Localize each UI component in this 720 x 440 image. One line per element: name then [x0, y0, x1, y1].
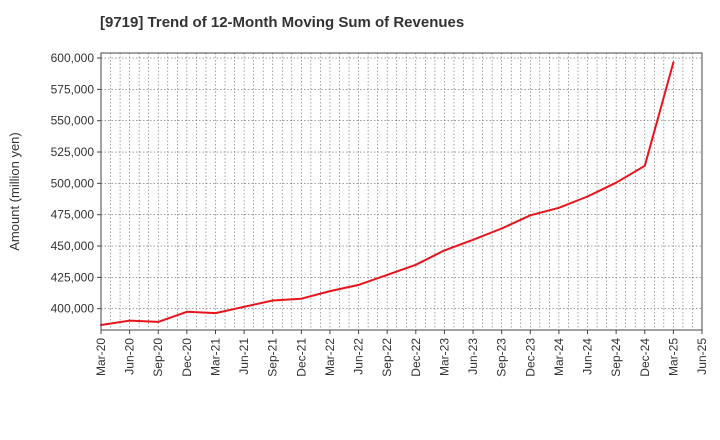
x-tick-label: Jun-25 [695, 338, 709, 375]
data-point [357, 283, 360, 286]
data-point [472, 238, 475, 241]
data-point [243, 305, 246, 308]
x-tick-label: Sep-21 [266, 338, 280, 377]
data-point [157, 320, 160, 323]
x-tick-label: Sep-22 [380, 338, 394, 377]
grid-lines [100, 53, 703, 330]
data-point [557, 206, 560, 209]
data-point [443, 249, 446, 252]
x-tick-label: Mar-21 [208, 338, 222, 376]
x-tick-label: Sep-20 [151, 338, 165, 377]
y-tick-label: 450,000 [51, 239, 95, 253]
data-point [328, 290, 331, 293]
x-tick-label: Jun-21 [237, 338, 251, 375]
x-tick-label: Dec-23 [523, 338, 537, 377]
x-tick-label: Dec-21 [294, 338, 308, 377]
x-tick-label: Mar-24 [552, 338, 566, 376]
x-axis-ticks: Mar-20 Jun-20 Sep-20 Dec-20 Mar-21 Jun-21 Sep-… [94, 330, 709, 377]
y-tick-label: 400,000 [51, 302, 95, 316]
data-point [643, 164, 646, 167]
x-tick-label: Dec-20 [180, 338, 194, 377]
data-point [586, 195, 589, 198]
x-tick-label: Dec-24 [638, 338, 652, 377]
data-point [672, 61, 675, 64]
x-tick-label: Jun-20 [123, 338, 137, 375]
y-axis-title: Amount (million yen) [7, 132, 22, 251]
x-tick-label: Sep-23 [495, 338, 509, 377]
data-point [529, 214, 532, 217]
y-tick-label: 575,000 [51, 82, 95, 96]
data-point [185, 310, 188, 313]
x-tick-label: Jun-24 [581, 338, 595, 375]
x-tick-label: Sep-24 [609, 338, 623, 377]
chart-title: [9719] Trend of 12-Month Moving Sum of R… [100, 14, 465, 31]
y-axis-ticks: 400,000 425,000 450,000 475,000 500,000 525,0… [51, 51, 101, 316]
data-point [386, 273, 389, 276]
y-tick-label: 525,000 [51, 145, 95, 159]
data-point [271, 299, 274, 302]
x-tick-label: Mar-25 [666, 338, 680, 376]
y-tick-label: 475,000 [51, 208, 95, 222]
data-point [615, 181, 618, 184]
y-tick-label: 600,000 [51, 51, 95, 65]
y-tick-label: 425,000 [51, 270, 95, 284]
x-tick-label: Jun-22 [352, 338, 366, 375]
x-tick-label: Jun-23 [466, 338, 480, 375]
y-tick-label: 500,000 [51, 176, 95, 190]
x-tick-label: Mar-22 [323, 338, 337, 376]
x-tick-label: Mar-20 [94, 338, 108, 376]
x-tick-label: Mar-23 [437, 338, 451, 376]
data-point [500, 227, 503, 230]
data-point [128, 319, 131, 322]
data-point [214, 312, 217, 315]
series-layer [100, 61, 675, 326]
plot-frame [100, 52, 703, 331]
x-tick-label: Dec-22 [409, 338, 423, 377]
data-point [414, 263, 417, 266]
y-tick-label: 550,000 [51, 114, 95, 128]
data-point [300, 297, 303, 300]
